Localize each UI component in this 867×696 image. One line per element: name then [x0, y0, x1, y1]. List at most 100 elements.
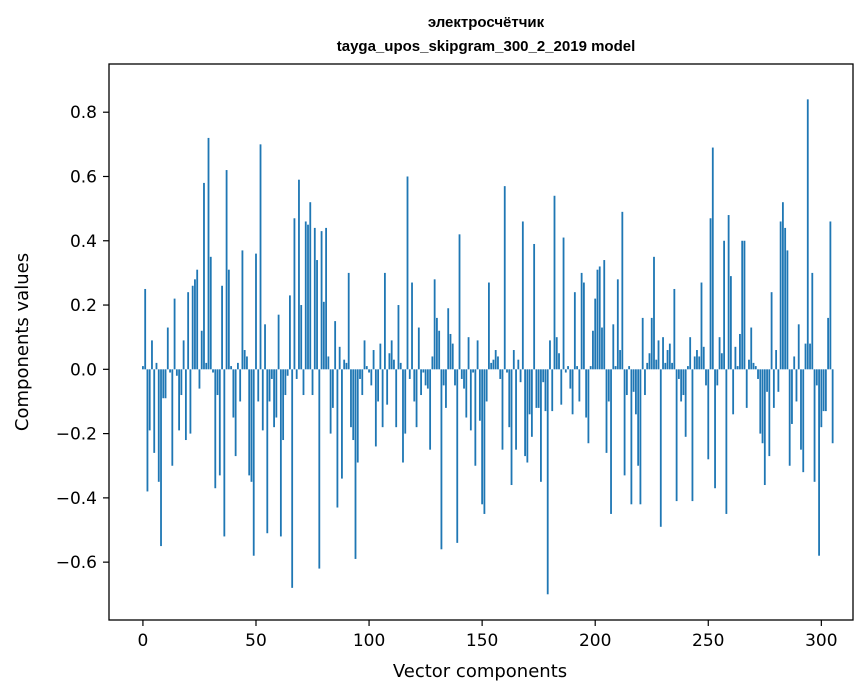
bar [264, 324, 266, 370]
bar [720, 353, 723, 370]
chart-subtitle: tayga_upos_skipgram_300_2_2019 model [337, 38, 636, 55]
bar [700, 282, 703, 370]
bar [460, 369, 463, 379]
bar [259, 144, 262, 370]
bar [218, 369, 221, 476]
bar [564, 369, 567, 373]
bar [558, 353, 560, 370]
bar [399, 362, 402, 370]
bar [687, 366, 689, 370]
bar [279, 369, 282, 537]
y-tick-label: 0.2 [70, 296, 97, 316]
bar [569, 369, 572, 389]
bar [404, 369, 407, 434]
bar [334, 321, 337, 370]
bar [388, 353, 391, 370]
bar [485, 369, 488, 402]
bar [203, 182, 205, 370]
bar [420, 369, 422, 396]
bar [682, 369, 685, 396]
bar [698, 356, 701, 370]
bar [157, 369, 160, 482]
bar [422, 369, 425, 373]
bar [214, 369, 217, 489]
bar [196, 269, 199, 370]
bar [791, 369, 793, 424]
bar [766, 369, 768, 392]
bar [374, 369, 377, 447]
bar [510, 369, 513, 486]
bar [227, 269, 230, 370]
bar [625, 369, 628, 396]
bar [560, 369, 563, 405]
bar [802, 369, 805, 473]
bar [383, 272, 386, 370]
bar [209, 256, 212, 370]
bar [521, 221, 524, 370]
bar [689, 337, 692, 370]
bar [601, 327, 603, 370]
bar [162, 369, 165, 399]
bar [338, 346, 341, 370]
bar [273, 369, 275, 428]
bar [757, 369, 759, 379]
bar [650, 317, 653, 370]
bar [714, 369, 716, 489]
bar [261, 369, 264, 431]
bar [436, 317, 438, 370]
bar [284, 369, 287, 396]
bar [350, 369, 352, 428]
bar [142, 366, 144, 370]
bar [225, 170, 228, 370]
bar [664, 362, 667, 370]
bar [646, 362, 649, 370]
bar [824, 369, 827, 412]
bar [818, 369, 820, 556]
bar [246, 356, 248, 370]
bar [644, 369, 646, 396]
bar [205, 362, 208, 370]
bar [320, 231, 323, 370]
bar [309, 202, 312, 370]
bar [166, 327, 169, 370]
bar [542, 369, 545, 383]
bar [395, 369, 398, 428]
bar [397, 305, 400, 370]
bar [433, 279, 436, 370]
bar [361, 369, 364, 396]
bar [429, 369, 432, 450]
bar [463, 369, 465, 389]
bar [585, 369, 588, 418]
bar [781, 202, 784, 370]
bar [411, 282, 413, 370]
bar [248, 369, 251, 476]
bar [691, 369, 694, 502]
bar [653, 256, 655, 370]
y-axis-label: Components values [12, 253, 33, 431]
bar [442, 369, 445, 386]
bar [639, 369, 642, 505]
bar [322, 301, 325, 370]
bar [759, 369, 762, 434]
bar [497, 356, 499, 370]
bar [524, 369, 526, 457]
bar [598, 266, 601, 370]
bar [377, 369, 380, 402]
bar [327, 356, 330, 370]
bar [673, 288, 676, 370]
bar [519, 369, 522, 383]
bar [770, 292, 773, 370]
bar [160, 369, 162, 547]
bar [221, 285, 223, 370]
bar [438, 330, 441, 370]
bar [671, 362, 673, 370]
y-tick-label: 0.6 [70, 167, 97, 187]
bar [571, 369, 574, 415]
bar [171, 369, 174, 466]
bar [655, 359, 658, 370]
bar [741, 240, 744, 370]
bar [610, 369, 612, 514]
bar [528, 369, 531, 415]
bar [239, 369, 242, 402]
bar [257, 369, 260, 402]
